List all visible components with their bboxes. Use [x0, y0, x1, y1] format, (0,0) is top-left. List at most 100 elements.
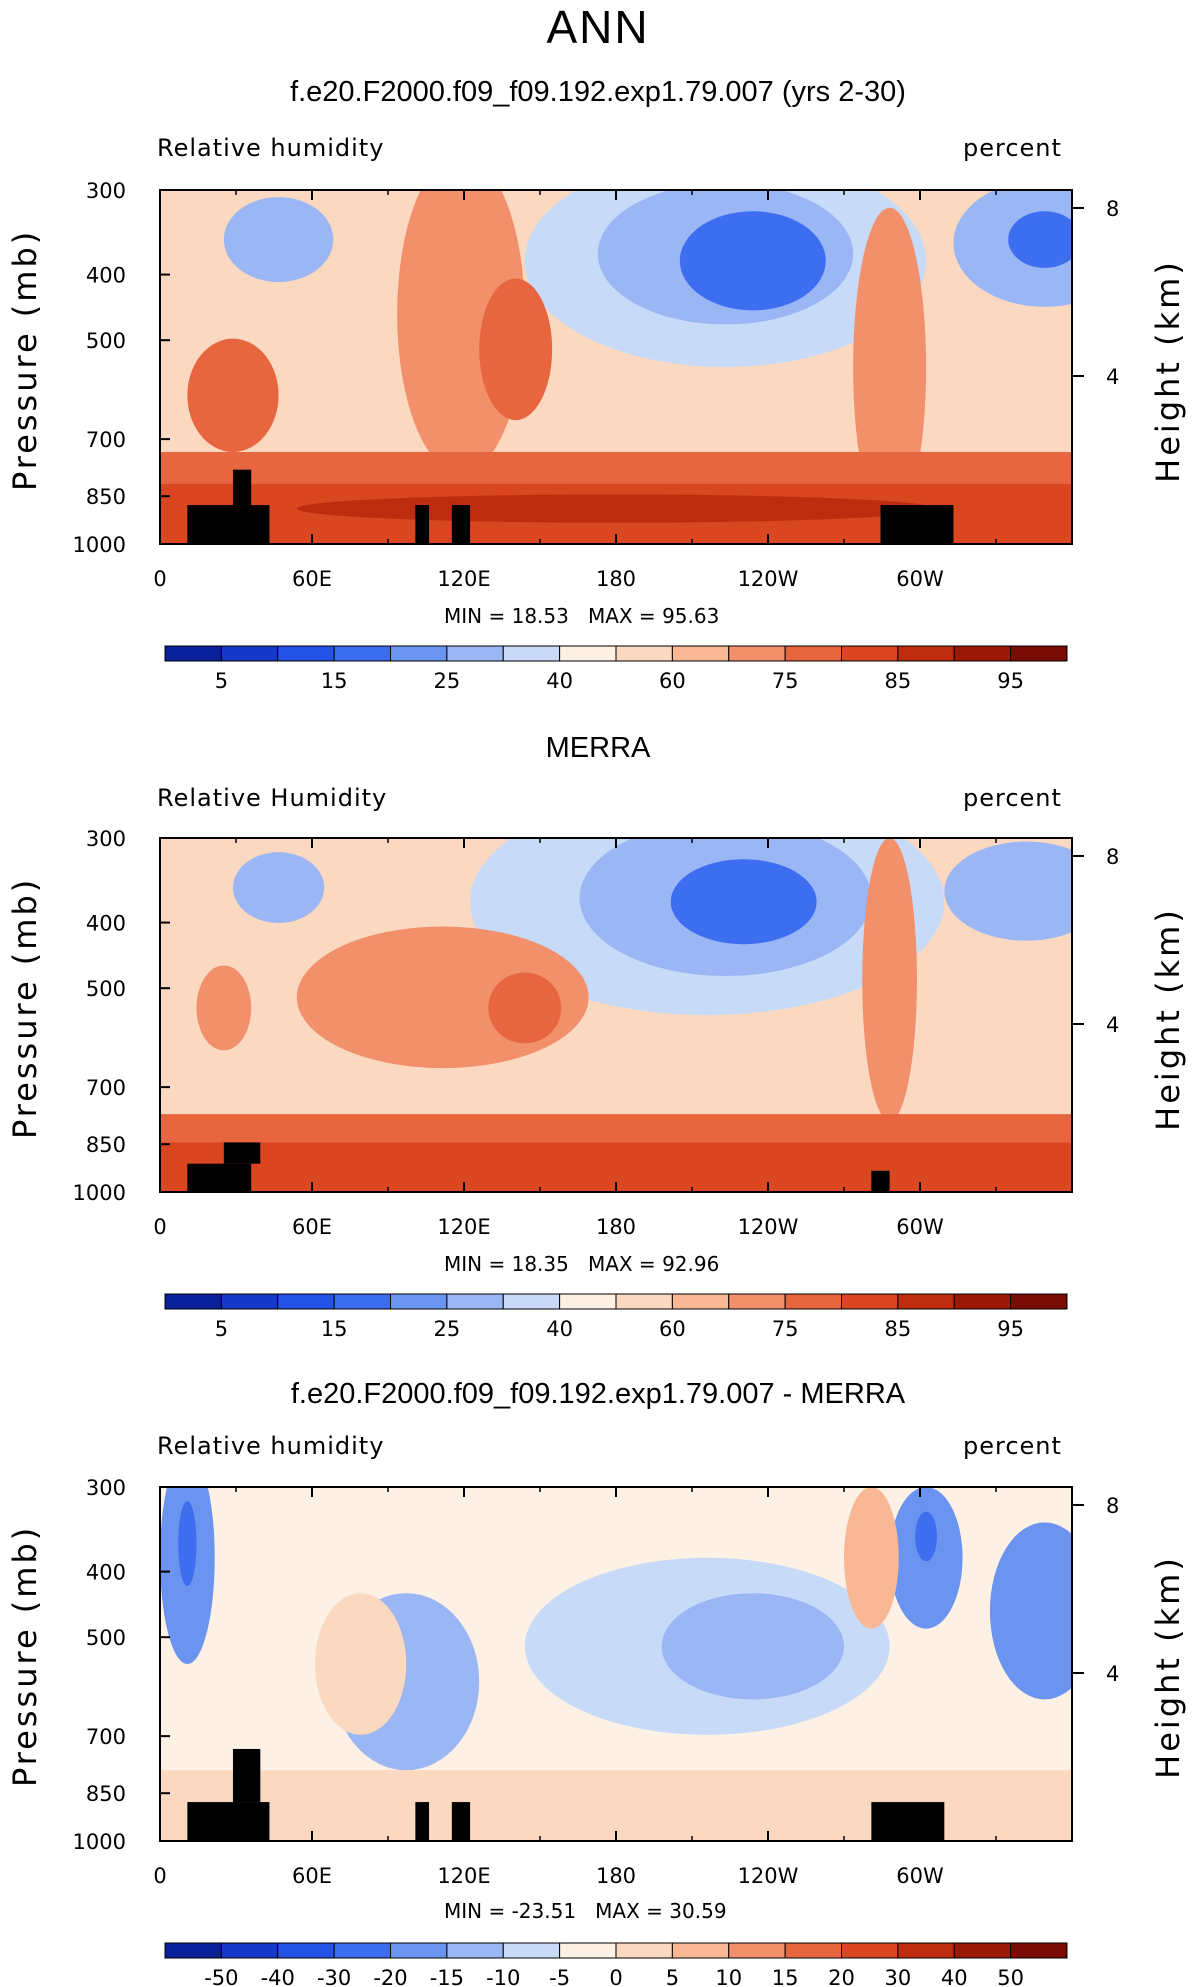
colorbar-swatch: [277, 1942, 335, 1959]
colorbar-label: 40: [546, 669, 573, 693]
y-axis-label: Pressure (mb): [6, 1524, 44, 1787]
colorbar-swatch: [277, 645, 335, 662]
colorbar-label: 75: [772, 1317, 799, 1341]
colorbar-label: -5: [549, 1966, 570, 1987]
y2-axis-label: Height (km): [1149, 1555, 1187, 1779]
contour-region: [315, 1593, 407, 1735]
colorbar-swatch: [164, 1942, 222, 1959]
x-tick-label: 60W: [896, 1864, 944, 1888]
left-subtitle: Relative humidity: [157, 1432, 385, 1460]
x-tick-label: 60E: [292, 1215, 332, 1239]
y-tick-label: 1000: [73, 1181, 126, 1205]
colorbar-swatch: [897, 645, 955, 662]
y2-tick-label: 4: [1106, 365, 1119, 389]
colorbar-swatch: [841, 645, 899, 662]
contour-region: [479, 278, 553, 421]
y-tick-label: 1000: [73, 1830, 126, 1854]
y2-tick-label: 4: [1106, 1662, 1119, 1686]
min-value: 18.53: [511, 604, 569, 628]
min-max-readout: MIN = 18.53 MAX = 95.63: [444, 604, 719, 628]
colorbar-swatch: [333, 1293, 391, 1310]
colorbar-swatch: [897, 1942, 955, 1959]
contour-region: [661, 1593, 844, 1700]
min-value: 18.35: [511, 1252, 569, 1276]
colorbar-swatch: [220, 645, 279, 662]
colorbar-swatch: [953, 645, 1012, 662]
y-tick-label: 500: [86, 977, 126, 1001]
colorbar-label: 5: [666, 1966, 679, 1987]
colorbar-swatch: [502, 1942, 561, 1959]
colorbar-swatch: [1010, 1293, 1068, 1310]
contour-region: [488, 972, 562, 1044]
colorbar-label: 75: [772, 669, 799, 693]
colorbar-swatch: [1010, 645, 1068, 662]
colorbar-label: 25: [434, 1317, 461, 1341]
colorbar-swatch: [277, 1293, 335, 1310]
colorbar-swatch: [671, 1293, 730, 1310]
y-tick-label: 850: [86, 1133, 126, 1157]
y-tick-label: 400: [86, 1561, 126, 1585]
colorbar-swatch: [728, 1942, 786, 1959]
y2-tick-label: 8: [1106, 1494, 1119, 1518]
right-subtitle: percent: [963, 134, 1062, 162]
colorbar-label: 20: [828, 1966, 855, 1987]
y2-tick-label: 8: [1106, 197, 1119, 221]
contour-region: [862, 838, 917, 1122]
y-tick-label: 300: [86, 1476, 126, 1500]
colorbar-label: 25: [434, 669, 461, 693]
x-tick-label: 60W: [896, 567, 944, 591]
colorbar-label: 15: [772, 1966, 799, 1987]
max-value: 95.63: [662, 604, 720, 628]
colorbar-swatch: [784, 1942, 842, 1959]
contour-region: [670, 859, 817, 945]
x-tick-label: 120W: [738, 1215, 799, 1239]
y-tick-label: 500: [86, 329, 126, 353]
colorbar-label: -40: [261, 1966, 295, 1987]
max-value: 92.96: [662, 1252, 720, 1276]
min-label: MIN =: [444, 604, 512, 628]
colorbar-swatch: [559, 1293, 617, 1310]
max-label: MAX =: [587, 1252, 663, 1276]
x-tick-label: 0: [153, 1864, 166, 1888]
heatmap-plot: 0 60E 120E 180 120W 60W 300 400 500 700 850 1000 8 4 5…: [73, 179, 1120, 693]
y2-tick-label: 4: [1106, 1013, 1119, 1037]
colorbar-swatch: [559, 1942, 617, 1959]
x-tick-label: 120E: [437, 1864, 490, 1888]
colorbar-swatch: [728, 1293, 786, 1310]
colorbar-label: 0: [609, 1966, 622, 1987]
contour-region: [196, 965, 252, 1051]
x-tick-label: 0: [153, 567, 166, 591]
y-tick-label: 400: [86, 912, 126, 936]
contour-field: [160, 838, 1072, 1192]
min-label: MIN =: [444, 1252, 512, 1276]
y-tick-label: 850: [86, 485, 126, 509]
colorbar-label: 60: [659, 669, 686, 693]
min-label: MIN =: [444, 1899, 512, 1923]
colorbar-label: 60: [659, 1317, 686, 1341]
topography-mask: [232, 1748, 261, 1803]
topography-mask: [415, 505, 430, 544]
colorbar-swatch: [615, 1293, 673, 1310]
x-tick-label: 120W: [738, 567, 799, 591]
heatmap-plot: 0 60E 120E 180 120W 60W300400500700850100084-…: [73, 1476, 1120, 1987]
y-tick-label: 400: [86, 264, 126, 288]
colorbar-swatch: [841, 1942, 899, 1959]
topography-mask: [415, 1802, 430, 1841]
colorbar-swatch: [784, 645, 842, 662]
colorbar-swatch: [164, 1293, 222, 1310]
colorbar-label: 30: [885, 1966, 912, 1987]
contour-region: [223, 197, 334, 283]
left-subtitle: Relative Humidity: [157, 784, 388, 812]
topography-mask: [187, 505, 270, 544]
contour-region: [178, 1501, 197, 1587]
colorbar-swatch: [953, 1942, 1012, 1959]
colorbar-label: -50: [204, 1966, 238, 1987]
contour-region: [232, 852, 325, 923]
contour-region: [296, 494, 936, 523]
contour-region: [853, 207, 927, 527]
colorbar-label: 50: [997, 1966, 1024, 1987]
y2-axis-label: Height (km): [1149, 907, 1187, 1131]
colorbar-swatch: [559, 645, 617, 662]
topography-mask: [187, 1163, 252, 1192]
colorbar-swatch: [1010, 1942, 1068, 1959]
